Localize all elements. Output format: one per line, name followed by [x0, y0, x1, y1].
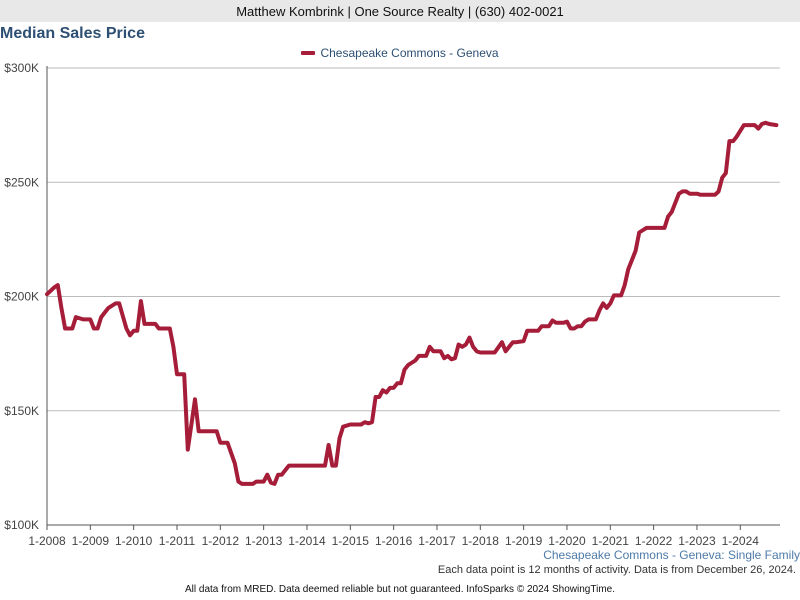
footer-note: Each data point is 12 months of activity…: [437, 564, 796, 576]
legend-swatch: [301, 51, 316, 55]
x-tick-label: 1-2024: [722, 534, 760, 548]
x-tick-label: 1-2015: [332, 534, 370, 548]
x-tick-label: 1-2020: [548, 534, 586, 548]
x-tick-label: 1-2013: [245, 534, 283, 548]
x-tick-label: 1-2021: [592, 534, 630, 548]
x-tick-label: 1-2022: [635, 534, 673, 548]
y-tick-label: $200K: [4, 290, 39, 304]
agent-header-bar: Matthew Kombrink | One Source Realty | (…: [0, 0, 800, 22]
x-tick-label: 1-2023: [678, 534, 716, 548]
y-tick-label: $100K: [4, 518, 39, 532]
y-tick-label: $300K: [4, 61, 39, 75]
x-tick-label: 1-2014: [288, 534, 326, 548]
x-tick-label: 1-2017: [418, 534, 456, 548]
legend-series-label: Chesapeake Commons - Geneva: [320, 46, 499, 60]
source-label: Chesapeake Commons - Geneva: Single Fami…: [543, 548, 800, 562]
x-tick-label: 1-2018: [462, 534, 500, 548]
x-tick-label: 1-2016: [375, 534, 413, 548]
chart-title: Median Sales Price: [0, 25, 145, 42]
series-line: [45, 120, 779, 486]
agent-contact-text: Matthew Kombrink | One Source Realty | (…: [236, 3, 564, 19]
x-tick-label: 1-2011: [159, 534, 196, 548]
x-tick-label: 1-2008: [28, 534, 66, 548]
x-tick-label: 1-2010: [115, 534, 153, 548]
y-tick-label: $250K: [4, 175, 39, 189]
x-tick-label: 1-2012: [202, 534, 240, 548]
chart-legend[interactable]: Chesapeake Commons - Geneva: [0, 46, 800, 60]
x-tick-label: 1-2019: [505, 534, 543, 548]
credits-text: All data from MRED. Data deemed reliable…: [184, 584, 615, 595]
y-tick-label: $150K: [4, 404, 39, 418]
x-tick-label: 1-2009: [72, 534, 110, 548]
